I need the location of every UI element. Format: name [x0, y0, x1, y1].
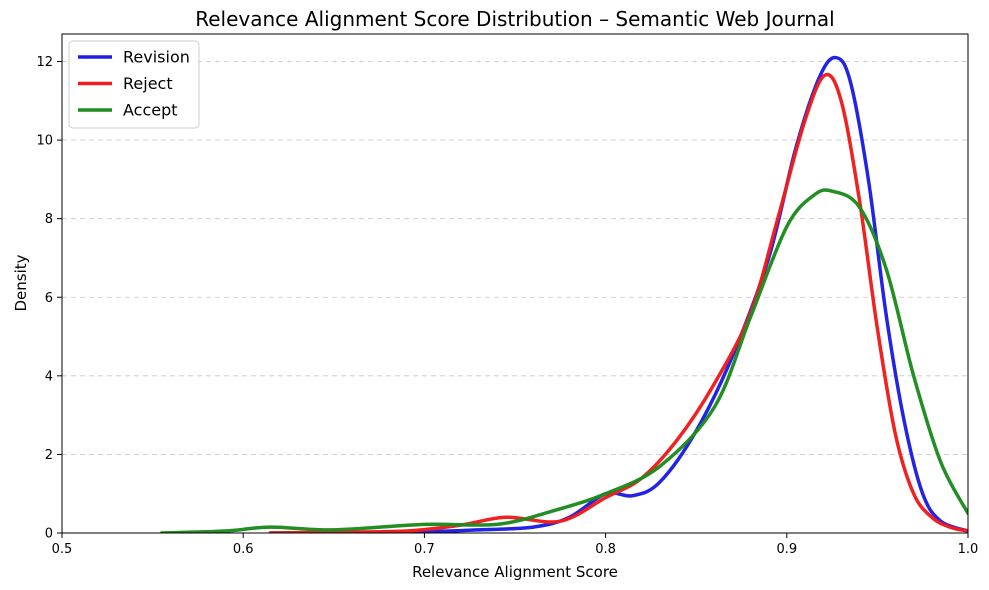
series-layer — [159, 55, 968, 533]
y-tick-label-2: 4 — [45, 369, 53, 384]
x-tick-label-1: 0.6 — [233, 542, 254, 557]
x-tick-label-5: 1.0 — [958, 542, 979, 557]
legend-label-accept: Accept — [123, 101, 178, 120]
y-tick-label-6: 12 — [36, 55, 53, 70]
x-axis-label: Relevance Alignment Score — [412, 563, 618, 581]
plot-frame — [61, 33, 969, 534]
y-tick-label-4: 8 — [45, 212, 53, 227]
series-line-accept — [159, 188, 968, 533]
series-line-revision — [268, 55, 968, 533]
legend: Revision Reject Accept — [68, 40, 200, 129]
chart-title: Relevance Alignment Score Distribution –… — [195, 7, 834, 31]
x-axis-ticks: 0.5 0.6 0.7 0.8 0.9 1.0 — [52, 533, 979, 557]
series-line-reject — [268, 72, 968, 533]
x-tick-label-0: 0.5 — [52, 542, 73, 557]
legend-label-reject: Reject — [123, 74, 173, 93]
y-axis-label: Density — [12, 254, 30, 311]
x-tick-label-2: 0.7 — [414, 542, 435, 557]
x-tick-label-3: 0.8 — [595, 542, 616, 557]
y-tick-label-3: 6 — [45, 291, 53, 306]
y-tick-label-0: 0 — [45, 527, 53, 542]
y-tick-label-1: 2 — [45, 448, 53, 463]
y-axis-ticks: 0 2 4 6 8 10 12 — [36, 55, 62, 542]
grid-lines — [62, 61, 968, 455]
legend-box — [68, 40, 200, 129]
legend-label-revision: Revision — [123, 48, 190, 67]
x-tick-label-4: 0.9 — [776, 542, 797, 557]
y-tick-label-5: 10 — [36, 134, 53, 149]
